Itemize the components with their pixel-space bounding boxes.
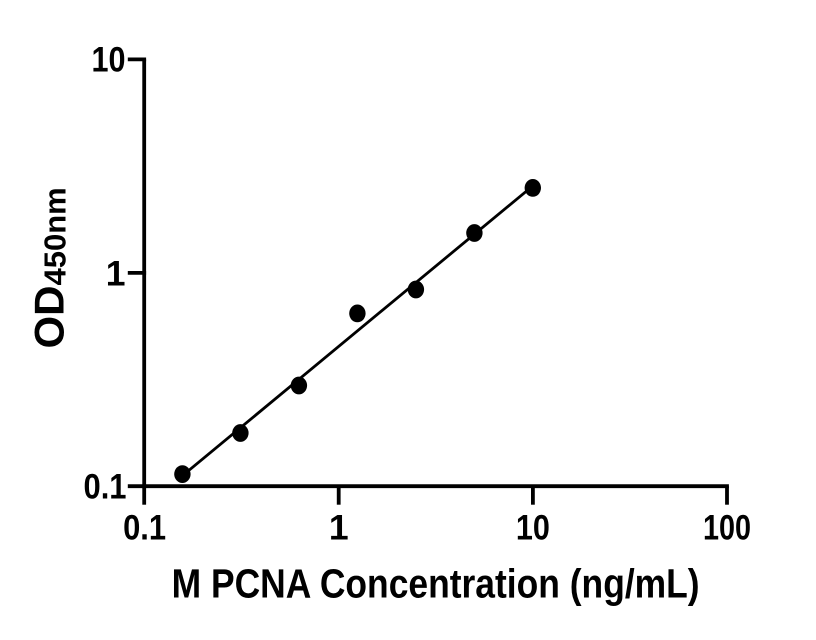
svg-text:0.1: 0.1 xyxy=(84,467,127,507)
svg-text:0.1: 0.1 xyxy=(123,508,166,548)
svg-text:1: 1 xyxy=(329,508,349,548)
svg-text:10: 10 xyxy=(92,40,126,80)
svg-text:M PCNA Concentration (ng/mL): M PCNA Concentration (ng/mL) xyxy=(172,561,700,607)
svg-text:1: 1 xyxy=(106,253,126,293)
svg-text:10: 10 xyxy=(516,508,550,548)
svg-text:100: 100 xyxy=(703,508,751,548)
